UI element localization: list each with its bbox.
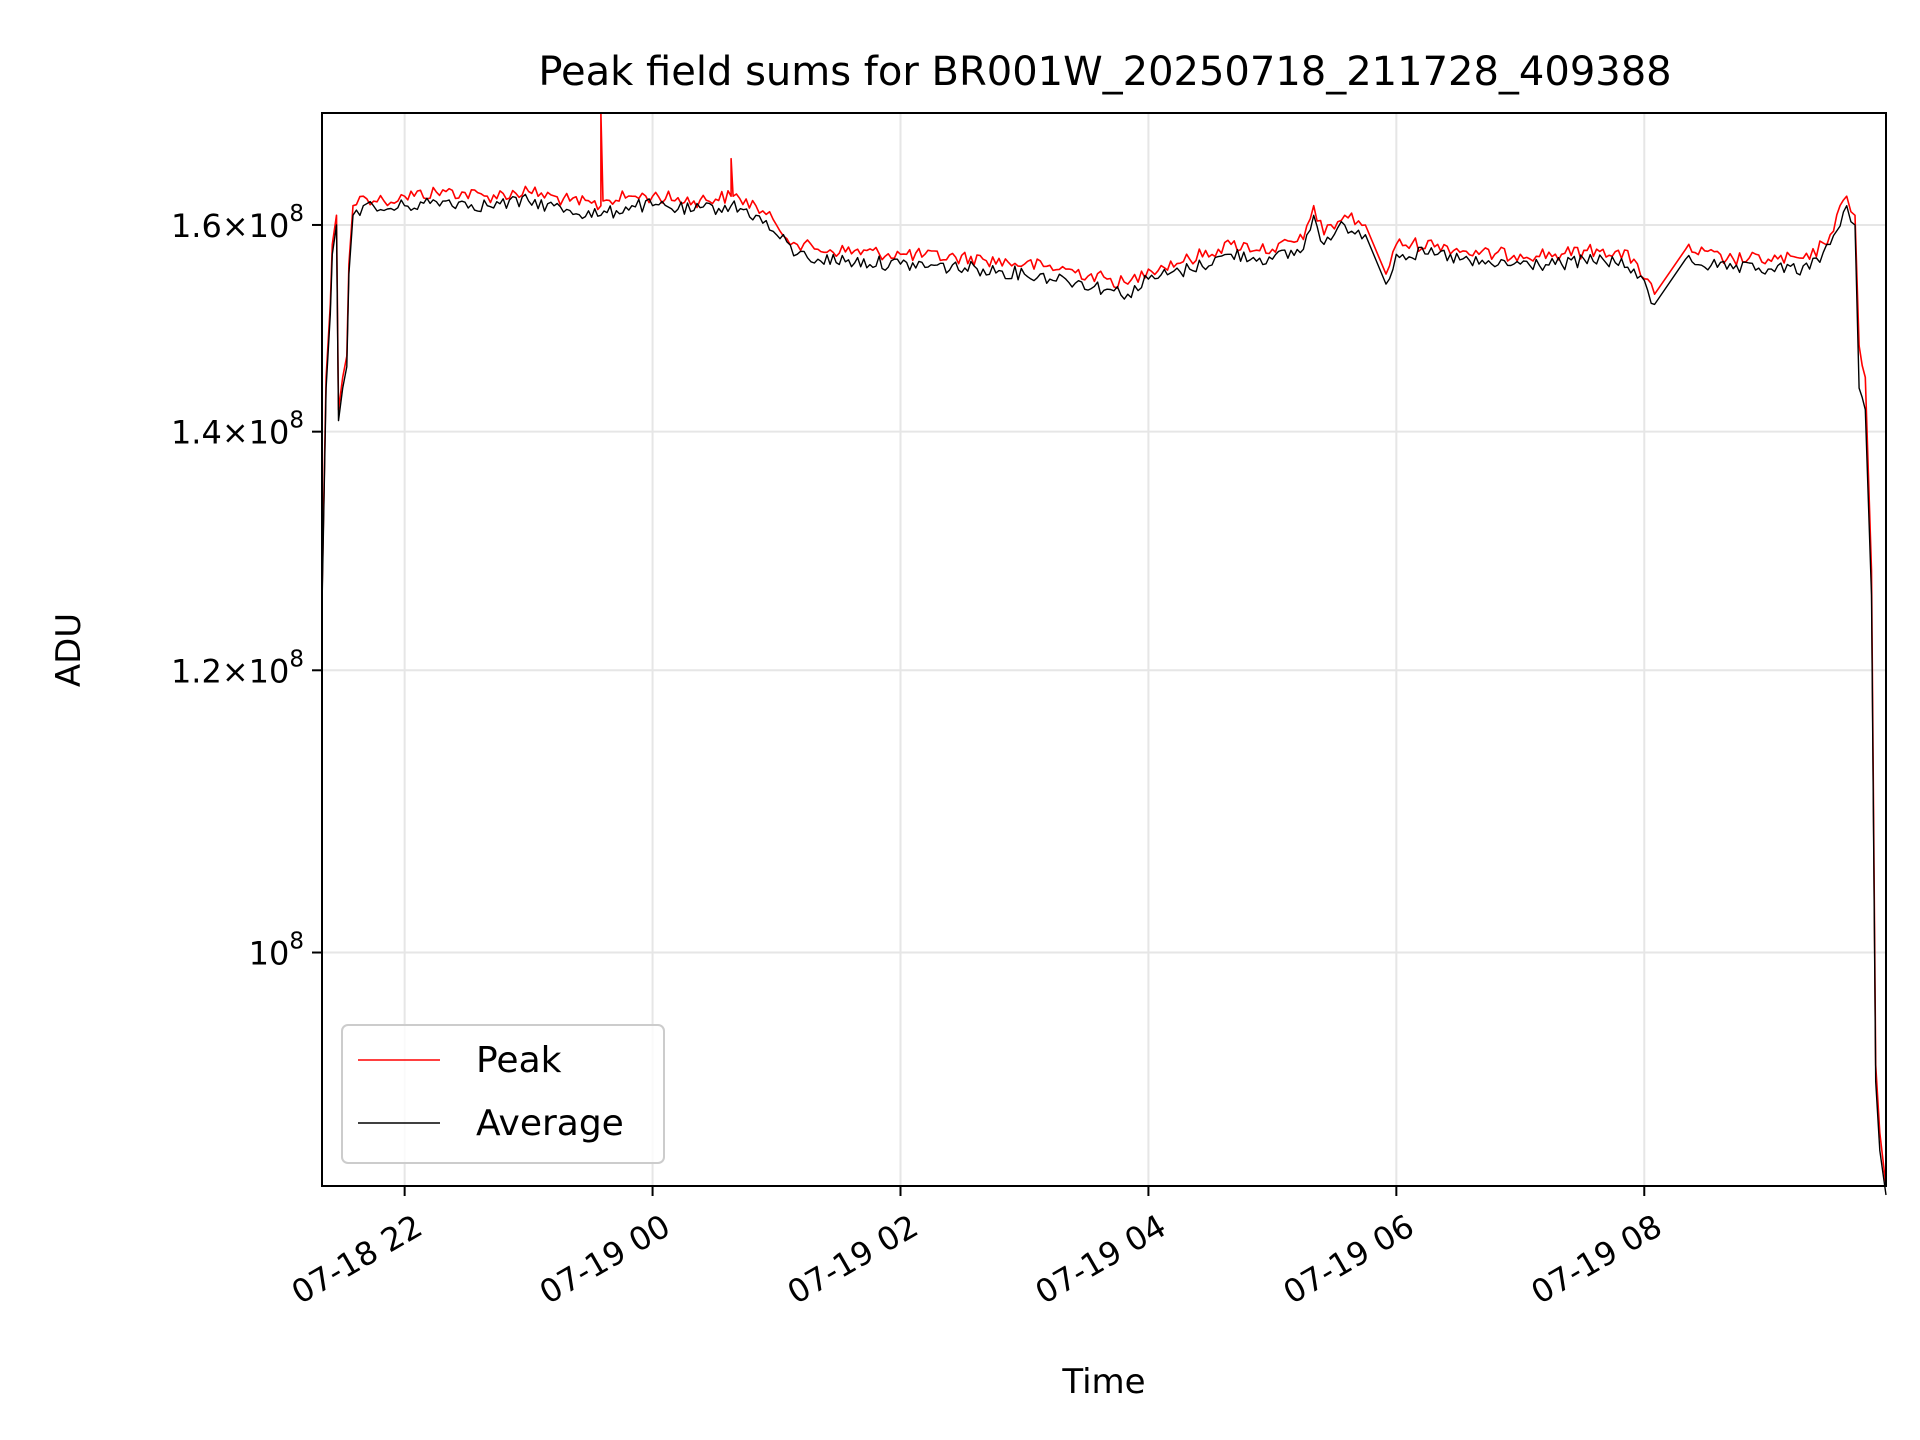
plot-frame: [321, 112, 1887, 1187]
y-tick-label: 108: [249, 929, 304, 973]
series-line-average: [321, 193, 1887, 1196]
x-axis-label: Time: [1061, 1362, 1145, 1402]
chart-title: Peak field sums for BR001W_20250718_2117…: [538, 49, 1671, 95]
y-tick-exponent: 8: [289, 929, 304, 955]
series-layer: [321, 112, 1887, 1196]
y-tick-mantissa: 10: [249, 935, 290, 973]
legend: Peak Average: [341, 1024, 665, 1164]
y-tick-label: 1.6×108: [171, 201, 304, 245]
y-tick-exponent: 8: [289, 201, 304, 227]
y-tick-label: 1.4×108: [171, 408, 304, 452]
series-line-peak: [321, 112, 1887, 1187]
y-tick-mantissa: 1.6×10: [171, 207, 289, 245]
y-tick-mantissa: 1.4×10: [171, 414, 289, 452]
y-tick-label: 1.2×108: [171, 646, 304, 690]
legend-label-peak: Peak: [476, 1040, 562, 1081]
y-tick-exponent: 8: [289, 408, 304, 434]
y-tick-mantissa: 1.2×10: [171, 652, 289, 690]
legend-label-average: Average: [476, 1103, 624, 1144]
grid-lines: [322, 113, 1886, 1186]
y-tick-exponent: 8: [289, 646, 304, 672]
y-axis-label: ADU: [49, 613, 89, 687]
